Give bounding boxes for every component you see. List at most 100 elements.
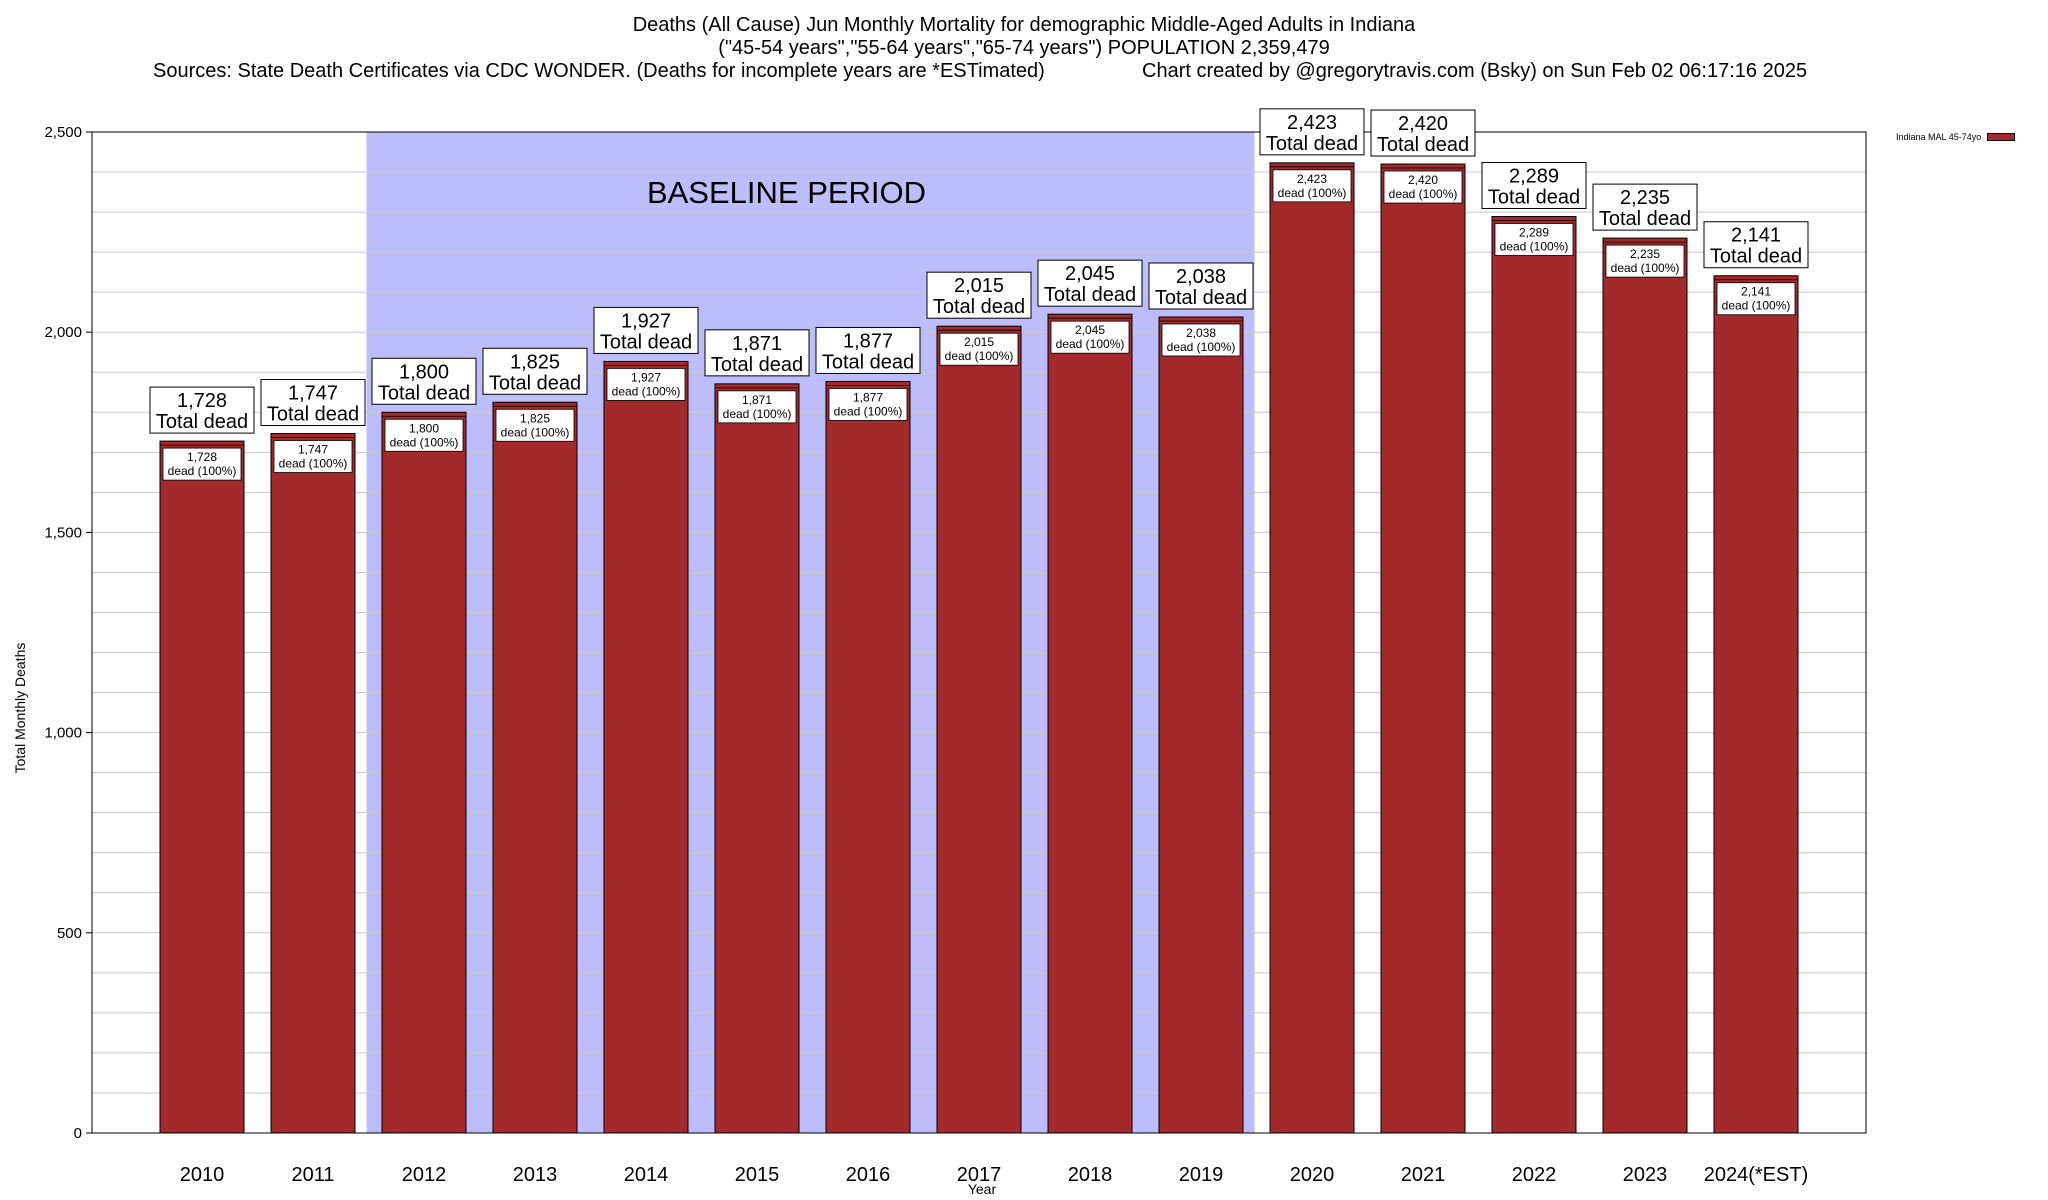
total-value-label: 2,045: [1065, 263, 1115, 285]
total-suffix-label: Total dead: [822, 351, 914, 373]
inner-label-box: [1383, 170, 1463, 204]
bar: [270, 433, 356, 1134]
inner-suffix-label: dead (100%): [723, 407, 792, 421]
bar: [159, 440, 245, 1134]
total-label-box: [1703, 221, 1809, 269]
baseline-period-label: BASELINE PERIOD: [647, 175, 926, 210]
x-tick-label: 2023: [1623, 1164, 1668, 1186]
inner-value-label: 2,423: [1297, 172, 1327, 186]
inner-suffix-label: dead (100%): [501, 425, 570, 439]
x-tick-label: 2021: [1401, 1164, 1446, 1186]
inner-value-label: 1,927: [631, 370, 661, 384]
total-label-box: [815, 326, 921, 374]
total-label-box: [704, 329, 810, 377]
inner-label-box: [717, 390, 797, 424]
legend: Indiana MAL 45-74yo: [1896, 132, 2016, 142]
total-label-box: [1592, 183, 1698, 231]
inner-label-box: [1494, 223, 1574, 256]
x-tick-label: 2013: [513, 1164, 558, 1186]
chart-credit: Chart created by @gregorytravis.com (Bsk…: [1142, 60, 1808, 82]
bar: [714, 383, 800, 1134]
bar: [1602, 237, 1688, 1134]
total-suffix-label: Total dead: [933, 296, 1025, 318]
inner-suffix-label: dead (100%): [1389, 187, 1458, 201]
inner-suffix-label: dead (100%): [390, 435, 459, 449]
bar: [1047, 313, 1133, 1134]
inner-suffix-label: dead (100%): [834, 404, 903, 418]
inner-label-box: [162, 447, 242, 481]
inner-label-box: [1272, 169, 1352, 203]
y-tick-label: 2,500: [44, 124, 82, 141]
inner-suffix-label: dead (100%): [1278, 186, 1347, 200]
inner-label-box: [606, 368, 686, 401]
inner-value-label: 1,747: [298, 443, 328, 457]
total-value-label: 1,728: [177, 390, 227, 412]
total-suffix-label: Total dead: [1710, 246, 1802, 268]
inner-label-box: [939, 332, 1019, 366]
total-suffix-label: Total dead: [489, 372, 581, 394]
total-label-box: [926, 271, 1032, 319]
bar: [825, 380, 911, 1134]
inner-label-box: [384, 418, 464, 452]
chart-subtitle: ("45-54 years","55-64 years","65-74 year…: [718, 37, 1330, 59]
total-value-label: 1,747: [288, 383, 338, 405]
inner-value-label: 2,015: [964, 335, 994, 349]
inner-suffix-label: dead (100%): [1056, 337, 1125, 351]
total-value-label: 2,423: [1287, 112, 1337, 134]
total-label-box: [1370, 109, 1476, 157]
y-tick-label: 1,500: [44, 524, 82, 541]
total-label-box: [593, 306, 699, 354]
inner-value-label: 1,800: [409, 421, 439, 435]
inner-value-label: 2,141: [1741, 285, 1771, 299]
bar: [603, 360, 689, 1134]
bar: [1269, 162, 1355, 1134]
total-value-label: 2,289: [1509, 165, 1559, 187]
x-tick-label: 2011: [291, 1164, 334, 1186]
total-value-label: 1,877: [843, 330, 893, 352]
inner-value-label: 1,825: [520, 411, 550, 425]
total-value-label: 1,825: [510, 351, 560, 373]
x-tick-label: 2012: [402, 1164, 447, 1186]
total-suffix-label: Total dead: [1155, 287, 1247, 309]
total-suffix-label: Total dead: [711, 354, 803, 376]
inner-suffix-label: dead (100%): [945, 349, 1014, 363]
x-tick-label: 2017: [957, 1164, 1002, 1186]
bar: [381, 411, 467, 1134]
inner-suffix-label: dead (100%): [1167, 340, 1236, 354]
total-suffix-label: Total dead: [1044, 284, 1136, 306]
inner-label-box: [828, 388, 908, 421]
x-axis-label: Year: [967, 1181, 997, 1197]
total-label-box: [1037, 259, 1143, 307]
x-tick-label: 2020: [1290, 1164, 1335, 1186]
total-suffix-label: Total dead: [378, 382, 470, 404]
total-suffix-label: Total dead: [600, 331, 692, 353]
total-label-box: [371, 357, 477, 405]
x-tick-label: 2019: [1179, 1164, 1224, 1186]
inner-value-label: 1,728: [187, 450, 217, 464]
chart-source-line: Sources: State Death Certificates via CD…: [0, 60, 2048, 83]
total-value-label: 1,927: [621, 310, 671, 332]
total-value-label: 2,015: [954, 275, 1004, 297]
x-tick-label: 2015: [735, 1164, 780, 1186]
x-tick-label: 2016: [846, 1164, 891, 1186]
inner-value-label: 2,289: [1519, 225, 1549, 239]
inner-value-label: 2,420: [1408, 173, 1438, 187]
y-axis-label: Total Monthly Deaths: [12, 642, 28, 774]
total-suffix-label: Total dead: [1266, 133, 1358, 155]
inner-suffix-label: dead (100%): [168, 464, 237, 478]
chart-title: Deaths (All Cause) Jun Monthly Mortality…: [632, 14, 1416, 36]
inner-label-box: [1605, 244, 1685, 278]
total-suffix-label: Total dead: [267, 404, 359, 426]
total-suffix-label: Total dead: [1377, 134, 1469, 156]
inner-value-label: 2,235: [1630, 247, 1660, 261]
legend-swatch: [1987, 133, 2016, 141]
x-tick-label: 2022: [1512, 1164, 1557, 1186]
y-tick-label: 0: [74, 1125, 82, 1142]
total-value-label: 1,871: [732, 333, 782, 355]
total-label-box: [260, 379, 366, 427]
inner-value-label: 2,038: [1186, 326, 1216, 340]
y-tick-label: 500: [57, 925, 82, 942]
total-label-box: [482, 347, 588, 395]
bar: [1713, 275, 1799, 1134]
total-value-label: 2,235: [1620, 187, 1670, 209]
